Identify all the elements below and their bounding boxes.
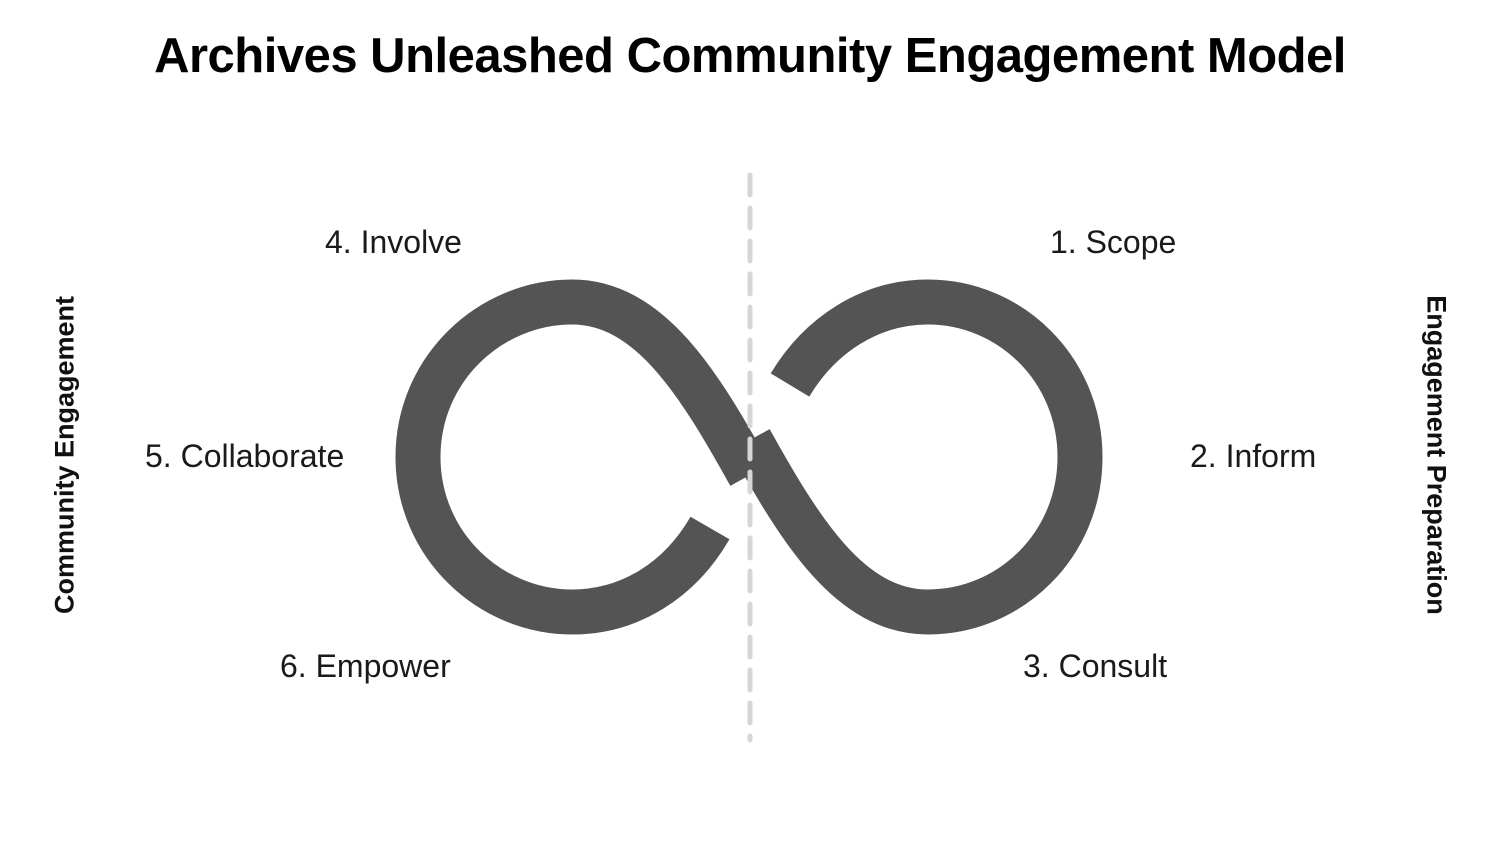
stage-collaborate: 5. Collaborate [145, 438, 345, 474]
diagram-title: Archives Unleashed Community Engagement … [154, 29, 1346, 83]
stage-scope: 1. Scope [1050, 224, 1177, 260]
stage-consult: 3. Consult [1023, 648, 1168, 684]
left-loop-arrow [395, 279, 770, 635]
stage-empower: 6. Empower [280, 648, 451, 684]
stage-inform: 2. Inform [1190, 438, 1317, 474]
side-label-community-engagement: Community Engagement [49, 295, 80, 615]
side-label-engagement-preparation: Engagement Preparation [1421, 295, 1452, 615]
stage-involve: 4. Involve [325, 224, 462, 260]
right-loop-arrow [730, 279, 1103, 635]
